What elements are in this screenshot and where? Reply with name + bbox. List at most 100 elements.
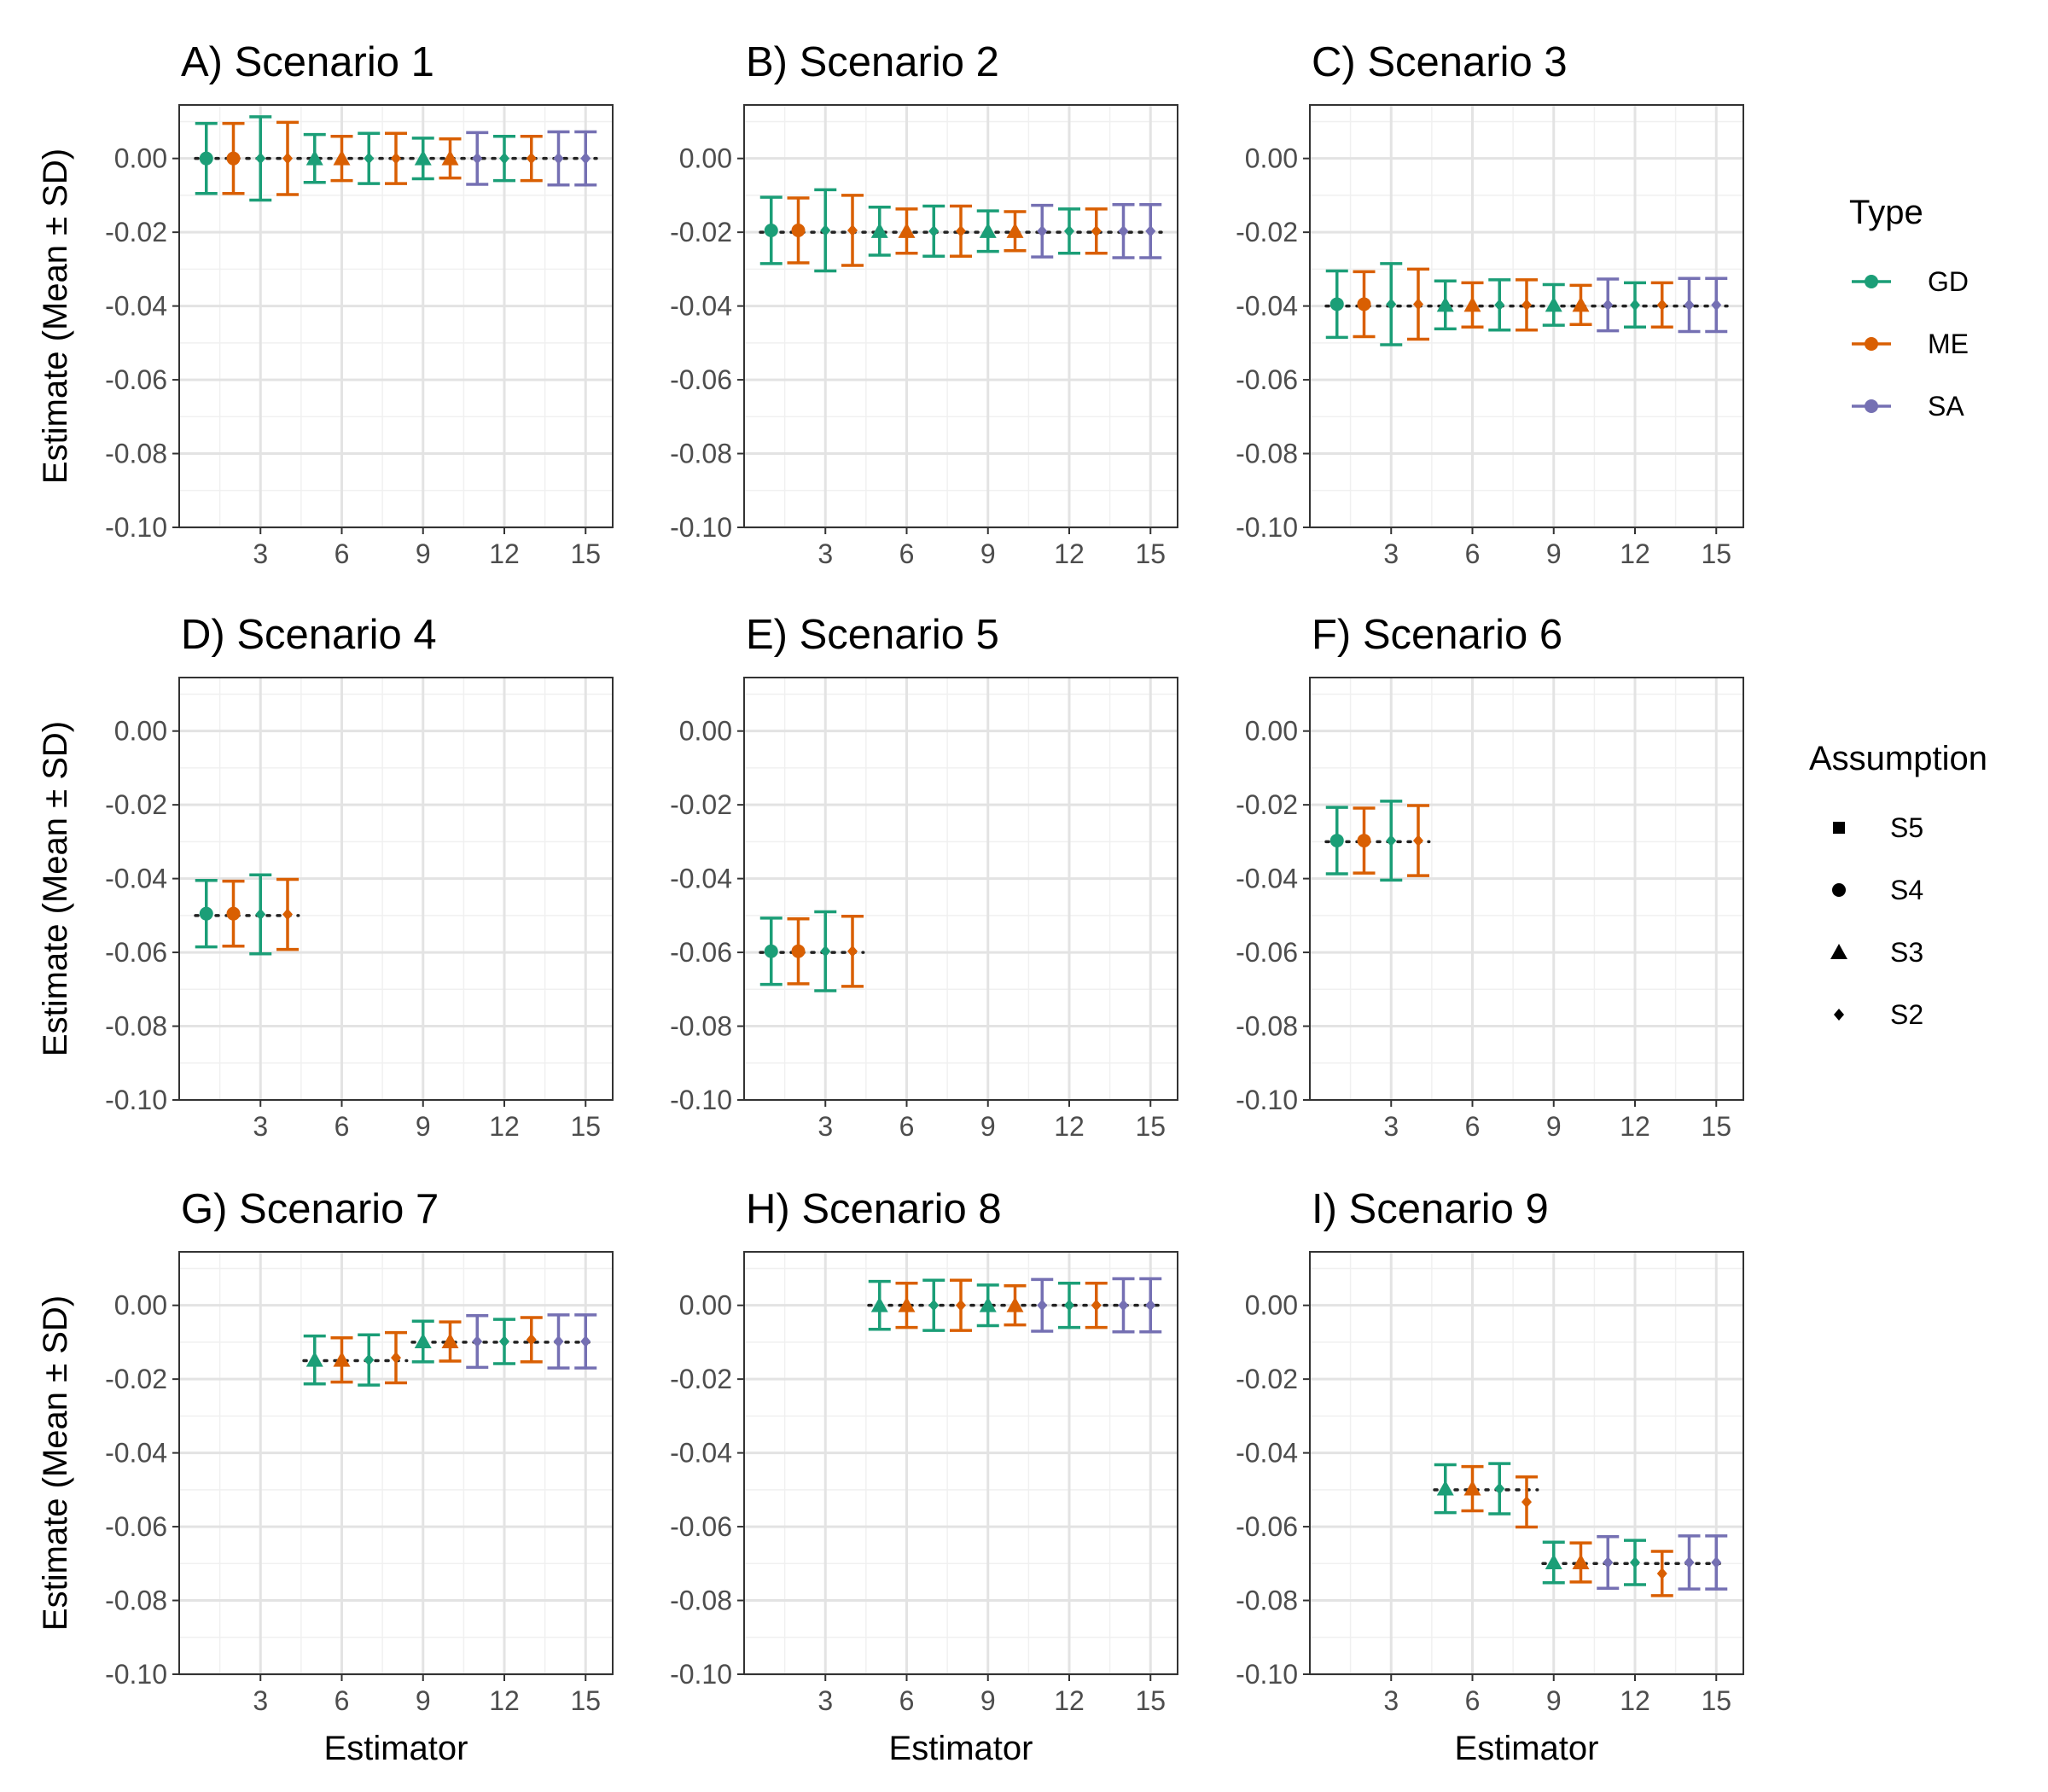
y-tick-label: -0.04	[105, 864, 167, 894]
x-tick-label: 3	[253, 1685, 268, 1716]
mean-point	[1145, 1299, 1156, 1312]
y-tick-label: -0.02	[1236, 217, 1298, 247]
x-axis-label: Estimator	[1455, 1730, 1599, 1767]
mean-point	[764, 944, 778, 958]
panel-title: C) Scenario 3	[1312, 39, 1568, 85]
x-tick-label: 6	[1465, 1111, 1481, 1142]
x-tick-label: 9	[1546, 1685, 1562, 1716]
estimate-6	[330, 1335, 353, 1384]
mean-point	[1521, 1496, 1532, 1509]
estimate-3	[249, 873, 272, 956]
x-tick-label: 12	[489, 1685, 520, 1716]
legend-label: ME	[1928, 329, 1969, 359]
estimate-10	[439, 137, 462, 180]
y-tick-label: -0.06	[670, 937, 732, 968]
y-tick-label: 0.00	[114, 716, 167, 747]
estimate-11	[1597, 1534, 1620, 1591]
panel-1: 0.00 -0.02 -0.04 -0.06 -0.08 -0.10 3 6 9 12 15 A) S…	[37, 39, 614, 569]
mean-point	[764, 223, 778, 237]
x-tick-label: 15	[570, 1685, 601, 1716]
y-tick-label: -0.06	[105, 364, 167, 395]
mean-point	[1572, 296, 1590, 312]
y-tick-label: -0.08	[670, 1011, 732, 1042]
x-axis-label: Estimator	[889, 1730, 1033, 1767]
estimate-9	[976, 1283, 999, 1328]
mean-point	[1006, 222, 1024, 238]
estimate-12	[1058, 207, 1080, 255]
x-tick-label: 3	[817, 1111, 833, 1142]
panel-8: 0.00 -0.02 -0.04 -0.06 -0.08 -0.10 3 6 9 12 15 H) S…	[670, 1186, 1178, 1767]
estimate-15	[1705, 1534, 1728, 1591]
y-tick-label: -0.06	[670, 1511, 732, 1542]
y-tick-label: -0.08	[1236, 1011, 1298, 1042]
estimate-5	[303, 132, 326, 184]
estimate-7	[922, 1278, 945, 1332]
mean-point	[820, 224, 831, 236]
estimate-7	[358, 131, 381, 185]
estimate-12	[493, 1318, 515, 1365]
panel-border	[178, 104, 614, 528]
mean-point	[364, 1353, 375, 1366]
x-tick-label: 15	[1701, 1111, 1731, 1142]
x-tick-label: 15	[1701, 538, 1731, 569]
y-tick-label: -0.10	[105, 1085, 167, 1115]
legend-shape	[1833, 822, 1845, 834]
legend-item-s2: S2	[1834, 999, 1923, 1030]
x-tick-label: 9	[416, 1685, 431, 1716]
y-tick-label: -0.02	[670, 217, 732, 247]
mean-point	[414, 1333, 432, 1349]
y-tick-label: -0.10	[670, 1085, 732, 1115]
estimate-1	[195, 121, 218, 195]
y-tick-label: 0.00	[114, 1290, 167, 1321]
mean-point	[391, 1352, 401, 1364]
estimate-14	[547, 1313, 570, 1370]
panel-border	[178, 677, 614, 1101]
y-tick-label: 0.00	[1245, 143, 1298, 174]
estimate-4	[1407, 267, 1429, 341]
x-tick-label: 3	[1383, 1685, 1399, 1716]
y-tick-label: 0.00	[114, 143, 167, 174]
estimate-3	[814, 188, 837, 273]
x-tick-label: 9	[416, 538, 431, 569]
y-tick-label: -0.06	[1236, 1511, 1298, 1542]
y-tick-label: -0.02	[105, 217, 167, 247]
panels: 0.00 -0.02 -0.04 -0.06 -0.08 -0.10 3 6 9 12 15 A) S…	[37, 39, 1744, 1767]
estimate-3	[814, 910, 837, 992]
mean-point	[928, 224, 940, 237]
estimate-14	[1112, 202, 1135, 259]
estimate-2	[787, 196, 810, 265]
legend-type: Type GD ME SA	[1849, 194, 1969, 422]
legend-label: SA	[1928, 391, 1964, 422]
estimate-15	[574, 130, 597, 187]
y-tick-label: -0.04	[1236, 864, 1298, 894]
panel-5: 0.00 -0.02 -0.04 -0.06 -0.08 -0.10 3 6 9 12 15 E) S…	[670, 612, 1178, 1142]
estimate-7	[1488, 1462, 1511, 1516]
mean-point	[1711, 1556, 1722, 1569]
estimate-2	[1353, 806, 1376, 875]
y-tick-label: -0.08	[105, 439, 167, 469]
y-tick-label: -0.04	[670, 1438, 732, 1469]
estimate-6	[895, 1281, 918, 1329]
x-tick-label: 12	[489, 538, 520, 569]
mean-point	[1603, 1556, 1614, 1569]
x-tick-label: 3	[253, 538, 268, 569]
estimate-5	[868, 206, 891, 257]
estimate-1	[759, 195, 783, 265]
legend-item-me: ME	[1852, 329, 1969, 359]
mean-point	[1329, 834, 1344, 848]
mean-point	[580, 1335, 591, 1348]
mean-point	[199, 906, 213, 921]
y-tick-label: -0.08	[670, 1585, 732, 1616]
mean-point	[414, 149, 432, 166]
estimate-13	[520, 1316, 543, 1364]
x-tick-label: 3	[1383, 1111, 1399, 1142]
estimate-11	[466, 131, 489, 186]
legend-point	[1865, 275, 1878, 288]
estimate-11	[1031, 203, 1054, 259]
estimate-14	[1678, 276, 1701, 334]
y-tick-label: -0.10	[1236, 512, 1298, 543]
mean-point	[1064, 224, 1074, 237]
y-tick-label: 0.00	[679, 143, 732, 174]
y-tick-label: -0.04	[105, 291, 167, 322]
mean-point	[1006, 1296, 1024, 1312]
